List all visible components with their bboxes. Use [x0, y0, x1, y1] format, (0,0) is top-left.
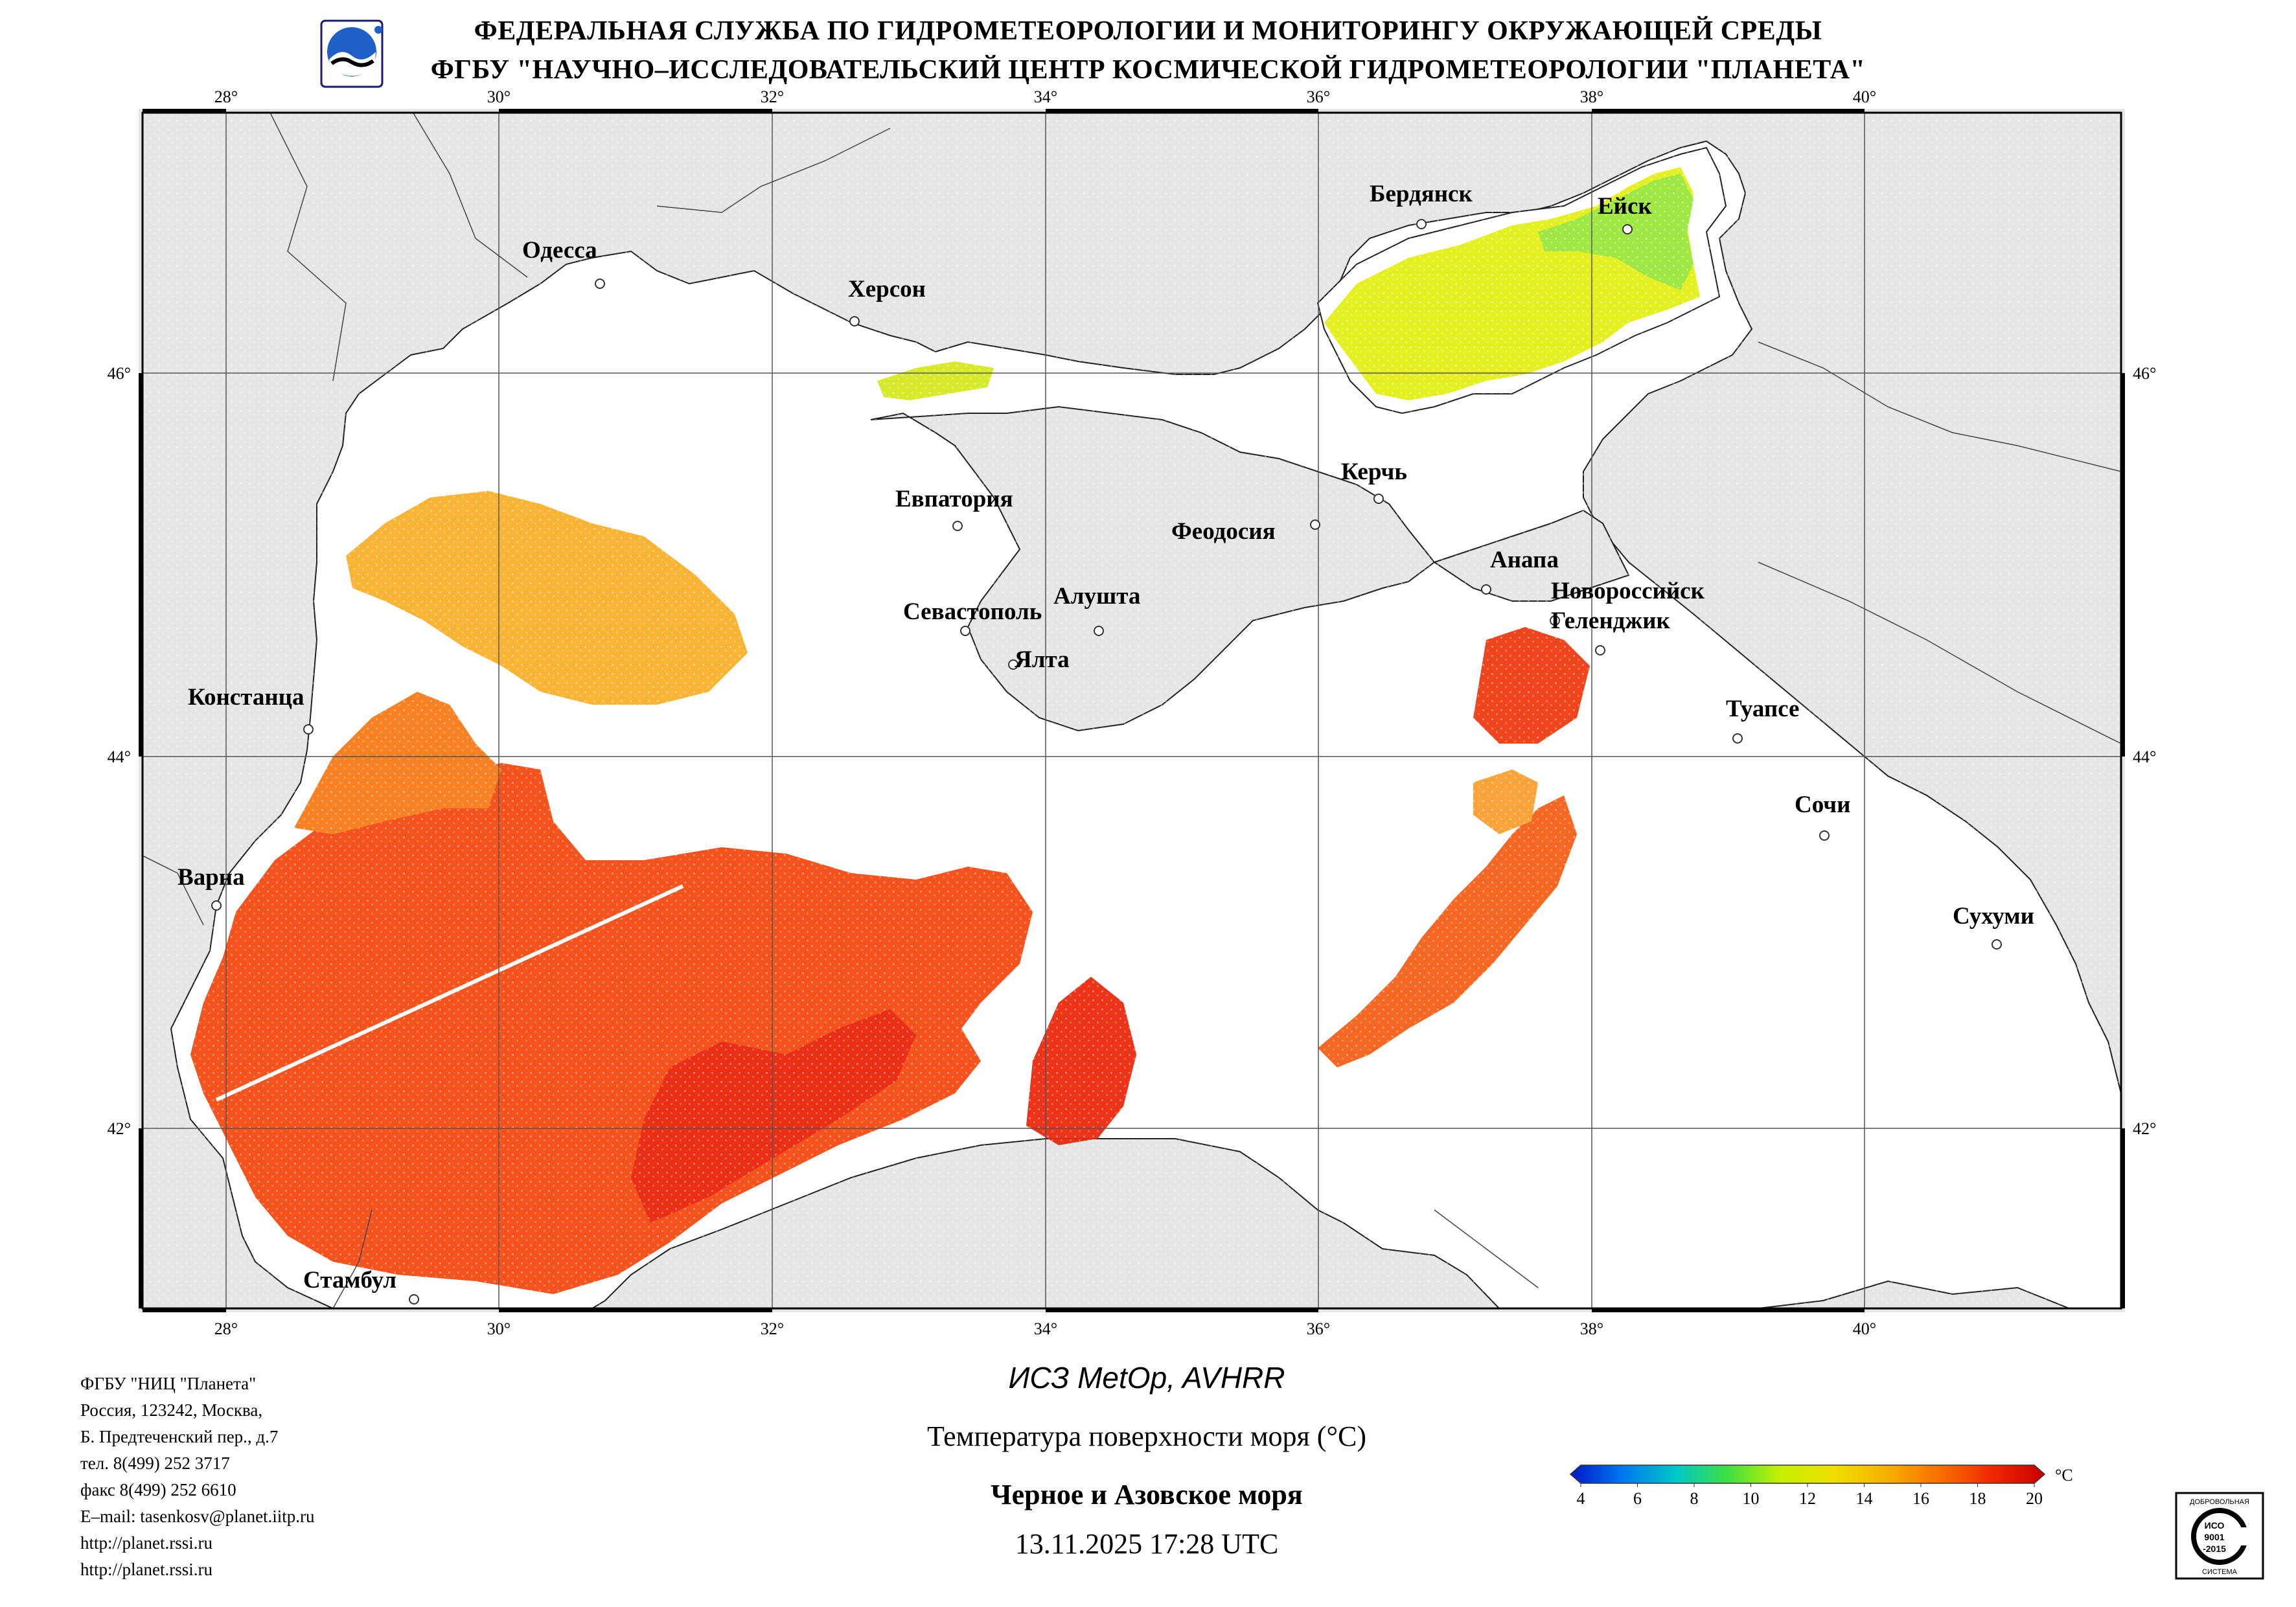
lat-labels-left: 46° 44° 42° — [108, 364, 131, 1138]
city-label: Стамбул — [303, 1267, 396, 1294]
svg-text:44°: 44° — [2133, 747, 2156, 766]
parameter-label: Температура поверхности моря (°С) — [926, 1420, 1367, 1452]
city-label: Туапсе — [1726, 696, 1799, 722]
colorbar-tick-label: 10 — [1743, 1489, 1760, 1508]
organization-info: ФГБУ "НИЦ "Планета" Россия, 123242, Москв… — [80, 1371, 315, 1583]
svg-text:40°: 40° — [1853, 87, 1876, 106]
city-label: Геленджик — [1551, 608, 1671, 634]
svg-text:СИСТЕМА: СИСТЕМА — [2202, 1568, 2238, 1576]
header-line-1: ФЕДЕРАЛЬНАЯ СЛУЖБА ПО ГИДРОМЕТЕОРОЛОГИИ … — [474, 16, 1822, 46]
colorbar-tick-label: 4 — [1577, 1489, 1585, 1508]
satellite-label: ИСЗ MetOp, AVHRR — [1008, 1361, 1285, 1395]
organization-line: Россия, 123242, Москва, — [80, 1400, 263, 1420]
city-label: Анапа — [1490, 547, 1559, 573]
organization-line: факс 8(499) 252 6610 — [80, 1480, 236, 1499]
city-markers — [211, 219, 2002, 1305]
city-label: Бердянск — [1370, 181, 1473, 207]
header-line-2: ФГБУ "НАУЧНО–ИССЛЕДОВАТЕЛЬСКИЙ ЦЕНТР КОС… — [430, 55, 1866, 85]
city-label: Варна — [178, 864, 245, 891]
planeta-logo — [320, 19, 384, 88]
city-labels: Одесса Херсон Бердянск Ейск Евпатория Ке… — [178, 181, 2034, 1294]
colorbar: °C 4 6 8 10 12 14 16 18 20 — [1569, 1465, 2073, 1508]
iso-cert-badge: ДОБРОВОЛЬНАЯ ИСО 9001 -2015 СИСТЕМА — [2175, 1492, 2264, 1580]
colorbar-tick-label: 16 — [1912, 1489, 1929, 1508]
city-label: Ялта — [1015, 646, 1070, 673]
svg-text:30°: 30° — [487, 1319, 511, 1338]
organization-line: тел. 8(499) 252 3717 — [80, 1453, 230, 1473]
svg-text:-2015: -2015 — [2203, 1544, 2226, 1554]
city-label: Феодосия — [1171, 518, 1276, 545]
colorbar-ticks: 4 6 8 10 12 14 16 18 20 — [1577, 1483, 2043, 1508]
city-label: Новороссийск — [1551, 578, 1705, 604]
colorbar-tick-label: 12 — [1799, 1489, 1816, 1508]
city-label: Алушта — [1053, 583, 1140, 610]
swath-gap — [215, 884, 684, 1102]
svg-text:32°: 32° — [761, 87, 784, 106]
borders — [143, 113, 2121, 1308]
colorbar-tick-label: 18 — [1969, 1489, 1986, 1508]
colorbar-tick-label: 6 — [1633, 1489, 1642, 1508]
svg-text:44°: 44° — [108, 747, 131, 766]
city-label: Одесса — [522, 237, 597, 264]
datetime-label: 13.11.2025 17:28 UTC — [1015, 1528, 1279, 1560]
city-label: Херсон — [848, 276, 926, 302]
organization-line: http://planet.rssi.ru — [80, 1533, 212, 1553]
svg-text:28°: 28° — [214, 87, 238, 106]
organization-line: http://planet.rssi.ru — [80, 1560, 212, 1579]
svg-text:38°: 38° — [1580, 87, 1603, 106]
colorbar-unit: °C — [2055, 1466, 2073, 1485]
graticule — [143, 113, 2121, 1308]
sst-field — [143, 113, 2121, 1308]
organization-line: Б. Предтеченский пер., д.7 — [80, 1427, 279, 1446]
city-label: Сочи — [1795, 792, 1850, 818]
city-label: Ейск — [1598, 193, 1652, 220]
organization-line: ФГБУ "НИЦ "Планета" — [80, 1374, 257, 1393]
lat-labels-right: 46° 44° 42° — [2133, 364, 2156, 1138]
svg-text:ДОБРОВОЛЬНАЯ: ДОБРОВОЛЬНАЯ — [2190, 1498, 2249, 1506]
colorbar-gradient — [1569, 1465, 2046, 1484]
svg-text:28°: 28° — [214, 1319, 238, 1338]
colorbar-tick-label: 20 — [2026, 1489, 2043, 1508]
svg-text:ИСО: ИСО — [2205, 1520, 2225, 1531]
region-label: Черное и Азовское моря — [991, 1479, 1303, 1510]
svg-text:46°: 46° — [108, 364, 131, 383]
svg-text:46°: 46° — [2133, 364, 2156, 383]
svg-text:32°: 32° — [761, 1319, 784, 1338]
lon-labels-top: 28° 30° 32° 34° 36° 38° 40° — [214, 87, 1876, 106]
svg-text:40°: 40° — [1853, 1319, 1876, 1338]
svg-text:34°: 34° — [1034, 1319, 1057, 1338]
lon-labels-bottom: 28° 30° 32° 34° 36° 38° 40° — [214, 1319, 1876, 1338]
colorbar-tick-label: 14 — [1856, 1489, 1873, 1508]
svg-text:34°: 34° — [1034, 87, 1057, 106]
svg-text:9001: 9001 — [2204, 1532, 2224, 1542]
city-label: Севастополь — [903, 598, 1042, 625]
svg-text:42°: 42° — [2133, 1119, 2156, 1138]
organization-line: E–mail: tasenkosv@planet.iitp.ru — [80, 1507, 315, 1526]
city-label: Сухуми — [1953, 903, 2034, 929]
city-label: Керчь — [1341, 459, 1407, 485]
colorbar-tick-label: 8 — [1690, 1489, 1699, 1508]
svg-text:42°: 42° — [108, 1119, 131, 1138]
sst-map: Одесса Херсон Бердянск Ейск Евпатория Ке… — [139, 109, 2125, 1312]
svg-text:38°: 38° — [1580, 1319, 1603, 1338]
svg-text:30°: 30° — [487, 87, 511, 106]
svg-text:36°: 36° — [1307, 1319, 1330, 1338]
svg-text:36°: 36° — [1307, 87, 1330, 106]
city-label: Констанца — [188, 684, 304, 711]
city-label: Евпатория — [895, 486, 1013, 512]
